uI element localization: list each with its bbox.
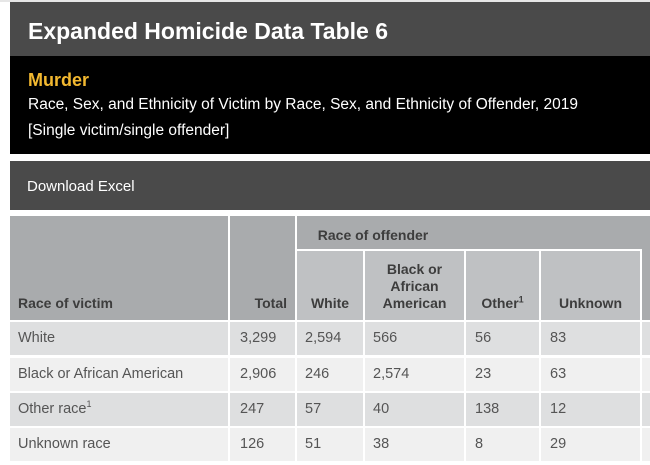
table-cell-white: 246 [297, 358, 363, 391]
table-cell-victim: Unknown race [10, 428, 228, 461]
cell-value: 83 [550, 330, 567, 346]
col-header-other: Other1 [481, 294, 524, 311]
table-row-edge [642, 428, 650, 461]
table-cell-other: 8 [466, 428, 539, 461]
offender-group-header: Race of offender [317, 227, 429, 243]
cell-value: 8 [475, 436, 484, 452]
cell-value: 12 [550, 401, 567, 417]
cell-value: 2,906 [240, 366, 277, 382]
table-cell-victim: Black or African American [10, 358, 228, 391]
header-cell-unknown [541, 251, 640, 320]
table-cell-unknown: 12 [541, 393, 640, 426]
table-row-edge [642, 322, 650, 355]
table-row-edge [642, 393, 650, 426]
cell-value: 63 [550, 366, 567, 382]
data-table: Race of offender Race of victim Total Wh… [10, 216, 650, 465]
table-cell-victim: White [10, 322, 228, 355]
header-cell-black [365, 251, 464, 320]
header-cell-victim [10, 216, 228, 320]
cell-value: 246 [305, 366, 330, 382]
footnote-marker: 1 [86, 399, 92, 410]
table-cell-unknown: 63 [541, 358, 640, 391]
table-cell-total: 247 [230, 393, 295, 426]
header-cell-total [230, 216, 295, 320]
cell-value: 38 [373, 436, 390, 452]
col-header-victim: Race of victim [18, 295, 113, 311]
table-cell-total: 126 [230, 428, 295, 461]
top-divider [0, 0, 650, 2]
cell-value: 2,594 [305, 330, 342, 346]
table-cell-black: 38 [365, 428, 464, 461]
header-cell-white [297, 251, 363, 320]
table-cell-white: 2,594 [297, 322, 363, 355]
header-cell-other [466, 251, 539, 320]
col-header-white: White [310, 295, 350, 311]
table-cell-unknown: 83 [541, 322, 640, 355]
cell-value: Other race [18, 401, 87, 417]
table-cell-total: 2,906 [230, 358, 295, 391]
cell-value: Black or African American [18, 366, 184, 382]
cell-value: 40 [373, 401, 390, 417]
offense-label: Murder [28, 70, 90, 90]
table-cell-black: 566 [365, 322, 464, 355]
table-cell-other: 138 [466, 393, 539, 426]
cell-value: Unknown race [18, 436, 111, 452]
table-cell-victim: Other race1 [10, 393, 228, 426]
download-excel-link[interactable]: Download Excel [27, 178, 135, 195]
table-cell-white: 57 [297, 393, 363, 426]
table-cell-black: 40 [365, 393, 464, 426]
table-row-edge [642, 358, 650, 391]
table-cell-black: 2,574 [365, 358, 464, 391]
cell-value: 56 [475, 330, 492, 346]
table-note: [Single victim/single offender] [28, 122, 230, 139]
cell-value: 126 [240, 436, 265, 452]
cell-value: White [18, 330, 56, 346]
table-cell-white: 51 [297, 428, 363, 461]
cell-value: 247 [240, 401, 265, 417]
table-cell-total: 3,299 [230, 322, 295, 355]
header-cell-edge [642, 216, 650, 320]
col-header-unknown: Unknown [559, 295, 622, 311]
table-cell-unknown: 29 [541, 428, 640, 461]
table-description: Race, Sex, and Ethnicity of Victim by Ra… [28, 96, 578, 113]
col-header-total: Total [254, 295, 287, 311]
cell-value: 2,574 [373, 366, 410, 382]
cell-value: 23 [475, 366, 492, 382]
cell-value: 29 [550, 436, 567, 452]
cell-value: 566 [373, 330, 398, 346]
table-title-banner: Expanded Homicide Data Table 6 [10, 2, 650, 56]
table-cell-other: 56 [466, 322, 539, 355]
table-description-panel: Murder Race, Sex, and Ethnicity of Victi… [10, 56, 650, 154]
page-title: Expanded Homicide Data Table 6 [28, 18, 389, 44]
cell-value: 138 [475, 401, 500, 417]
cell-value: 51 [305, 436, 322, 452]
cell-value: 3,299 [240, 330, 277, 346]
header-cell-group [297, 216, 650, 249]
download-bar: Download Excel [10, 161, 650, 210]
table-cell-other: 23 [466, 358, 539, 391]
cell-value: 57 [305, 401, 322, 417]
col-header-black: Black or African American [382, 261, 447, 311]
